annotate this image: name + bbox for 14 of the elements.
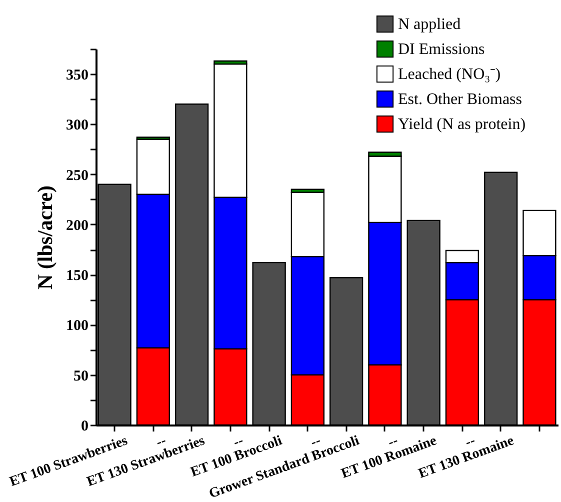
y-tick-label: 50	[74, 368, 88, 384]
y-tick-label: 200	[66, 218, 88, 234]
y-tick-label: 150	[66, 268, 88, 284]
legend-label: Est. Other Biomass	[398, 91, 522, 108]
legend-label: DI Emissions	[398, 41, 485, 58]
y-tick-label: 250	[66, 168, 88, 184]
y-tick-label: 100	[66, 318, 88, 334]
legend-label: N applied	[398, 16, 461, 33]
y-axis-title: N (lbs/acre)	[33, 185, 57, 290]
y-tick-label: 350	[66, 68, 88, 84]
legend-label: Yield (N as protein)	[398, 116, 526, 133]
legend-label: Leached (NO₃⁻)	[398, 66, 501, 83]
y-tick-label: 300	[66, 118, 88, 134]
y-tick-label: 0	[81, 418, 88, 434]
